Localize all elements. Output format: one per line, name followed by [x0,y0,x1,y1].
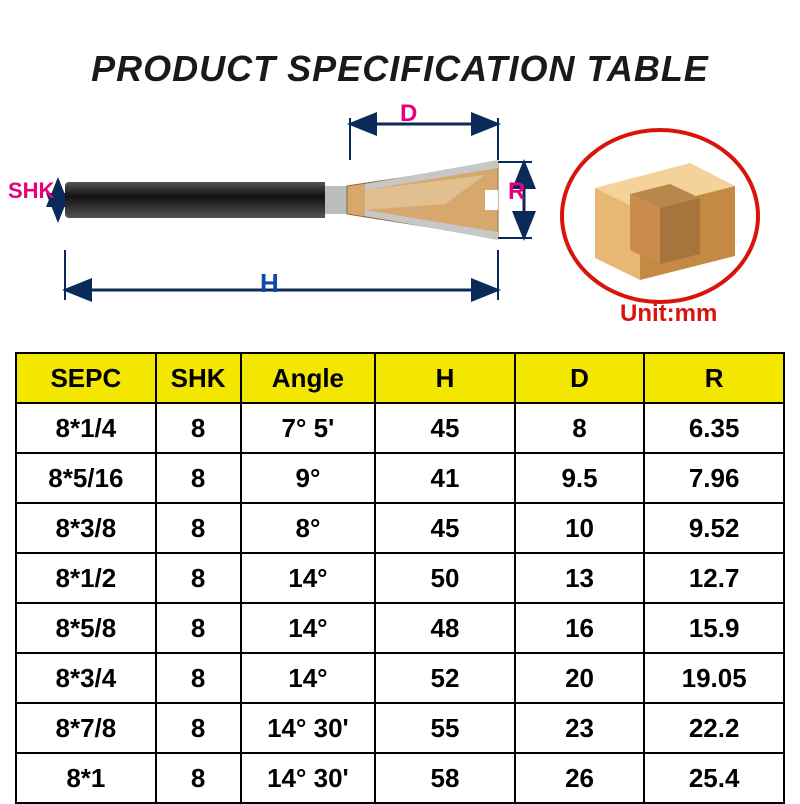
col-header-r: R [644,353,784,403]
cell-sepc: 8*1/4 [16,403,156,453]
cell-h: 50 [375,553,514,603]
cell-h: 52 [375,653,514,703]
cell-angle: 14° 30' [241,753,376,803]
cell-angle: 14° [241,653,376,703]
table-header-row: SEPC SHK Angle H D R [16,353,784,403]
cell-angle: 14° 30' [241,703,376,753]
table-row: 8*5/8814°481615.9 [16,603,784,653]
table-row: 8*1/2814°501312.7 [16,553,784,603]
table-row: 8*5/1689°419.57.96 [16,453,784,503]
cell-shk: 8 [156,553,241,603]
col-header-h: H [375,353,514,403]
cell-sepc: 8*5/16 [16,453,156,503]
cell-r: 6.35 [644,403,784,453]
cell-h: 48 [375,603,514,653]
col-header-sepc: SEPC [16,353,156,403]
cell-sepc: 8*7/8 [16,703,156,753]
r-label: R [508,178,525,206]
wood-sample-icon [560,128,760,304]
table-row: 8*1814° 30'582625.4 [16,753,784,803]
cell-r: 12.7 [644,553,784,603]
cell-d: 23 [515,703,645,753]
spec-table: SEPC SHK Angle H D R 8*1/487° 5'4586.358… [15,352,785,804]
cell-shk: 8 [156,453,241,503]
cell-shk: 8 [156,753,241,803]
cell-angle: 7° 5' [241,403,376,453]
cell-d: 10 [515,503,645,553]
table-row: 8*3/888°45109.52 [16,503,784,553]
h-label: H [260,268,279,299]
cell-sepc: 8*1/2 [16,553,156,603]
cell-angle: 14° [241,603,376,653]
shk-label: SHK [8,178,54,204]
cell-d: 16 [515,603,645,653]
page-title: PRODUCT SPECIFICATION TABLE [0,48,800,90]
unit-label: Unit:mm [620,300,717,328]
table-row: 8*3/4814°522019.05 [16,653,784,703]
cell-r: 22.2 [644,703,784,753]
cell-sepc: 8*5/8 [16,603,156,653]
cell-shk: 8 [156,703,241,753]
cell-sepc: 8*3/4 [16,653,156,703]
cell-shk: 8 [156,603,241,653]
cell-angle: 9° [241,453,376,503]
cell-h: 58 [375,753,514,803]
cell-sepc: 8*1 [16,753,156,803]
cell-d: 20 [515,653,645,703]
product-diagram: SHK D R H [0,100,800,350]
cell-r: 19.05 [644,653,784,703]
wood-block [560,128,760,304]
cell-d: 26 [515,753,645,803]
router-bit-illustration [65,160,505,240]
cell-r: 7.96 [644,453,784,503]
cell-r: 25.4 [644,753,784,803]
cell-h: 41 [375,453,514,503]
col-header-angle: Angle [241,353,376,403]
cell-angle: 14° [241,553,376,603]
cell-sepc: 8*3/8 [16,503,156,553]
cell-shk: 8 [156,503,241,553]
bit-cutter [65,160,505,250]
cell-d: 8 [515,403,645,453]
table-row: 8*1/487° 5'4586.35 [16,403,784,453]
cell-d: 13 [515,553,645,603]
cell-r: 15.9 [644,603,784,653]
col-header-shk: SHK [156,353,241,403]
cell-r: 9.52 [644,503,784,553]
col-header-d: D [515,353,645,403]
cell-h: 55 [375,703,514,753]
d-label: D [400,100,417,128]
table-body: 8*1/487° 5'4586.358*5/1689°419.57.968*3/… [16,403,784,803]
table-row: 8*7/8814° 30'552322.2 [16,703,784,753]
cell-angle: 8° [241,503,376,553]
cell-h: 45 [375,503,514,553]
cell-shk: 8 [156,653,241,703]
cell-h: 45 [375,403,514,453]
cell-d: 9.5 [515,453,645,503]
cell-shk: 8 [156,403,241,453]
